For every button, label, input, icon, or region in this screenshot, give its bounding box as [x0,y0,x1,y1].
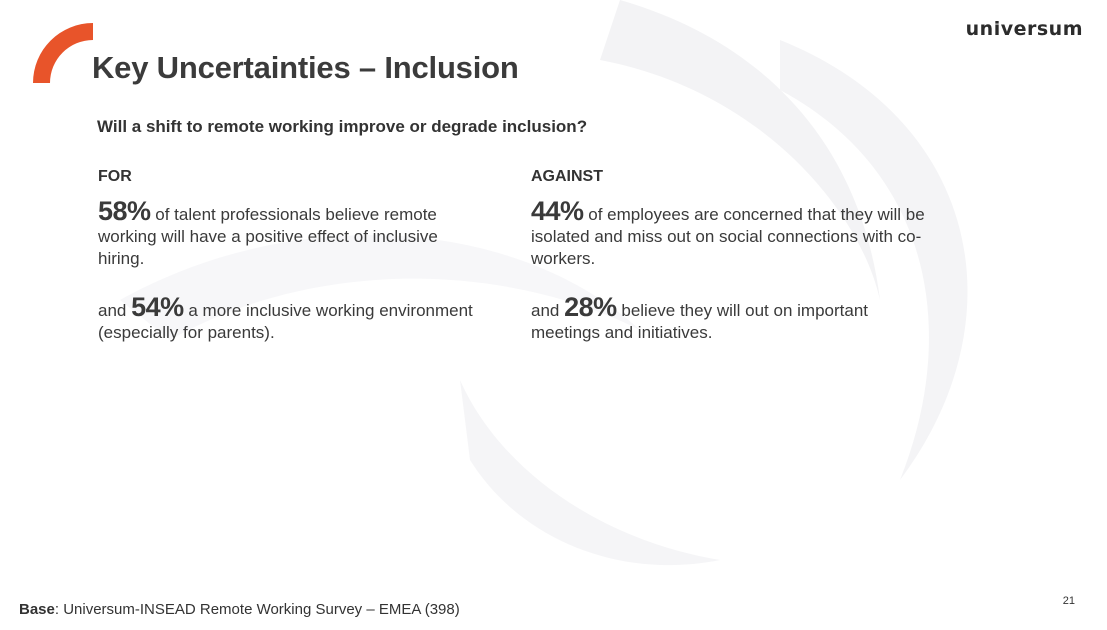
against-heading: AGAINST [531,168,603,185]
page-number: 21 [1062,595,1075,607]
against-point-1-text: of employees are concerned that they wil… [531,205,925,268]
against-point-2-prefix: and [531,301,565,320]
against-column: AGAINST 44% of employees are concerned t… [531,168,931,344]
for-point-2-prefix: and [98,301,132,320]
against-point-2-text: believe they will out on important meeti… [531,301,868,342]
for-point-2-stat: 54% [131,292,184,322]
for-heading: FOR [98,168,132,185]
for-point-2: and 54% a more inclusive working environ… [98,294,478,344]
for-point-1-text: of talent professionals believe remote w… [98,205,438,268]
against-point-1: 44% of employees are concerned that they… [531,198,931,270]
base-label: Base [19,601,55,618]
universum-logo: universum [965,18,1083,40]
for-point-1: 58% of talent professionals believe remo… [98,198,478,270]
against-point-2-stat: 28% [564,292,617,322]
accent-arc-shape [33,23,93,83]
for-column: FOR 58% of talent professionals believe … [98,168,478,344]
question-text: Will a shift to remote working improve o… [97,117,588,136]
base-footnote: Base: Universum-INSEAD Remote Working Su… [19,601,460,618]
base-text: : Universum-INSEAD Remote Working Survey… [54,601,460,618]
page-title: Key Uncertainties – Inclusion [92,50,519,85]
against-point-2: and 28% believe they will out on importa… [531,294,931,344]
against-point-1-stat: 44% [531,196,584,226]
for-point-2-text: a more inclusive working environment (es… [98,301,473,342]
for-point-1-stat: 58% [98,196,151,226]
